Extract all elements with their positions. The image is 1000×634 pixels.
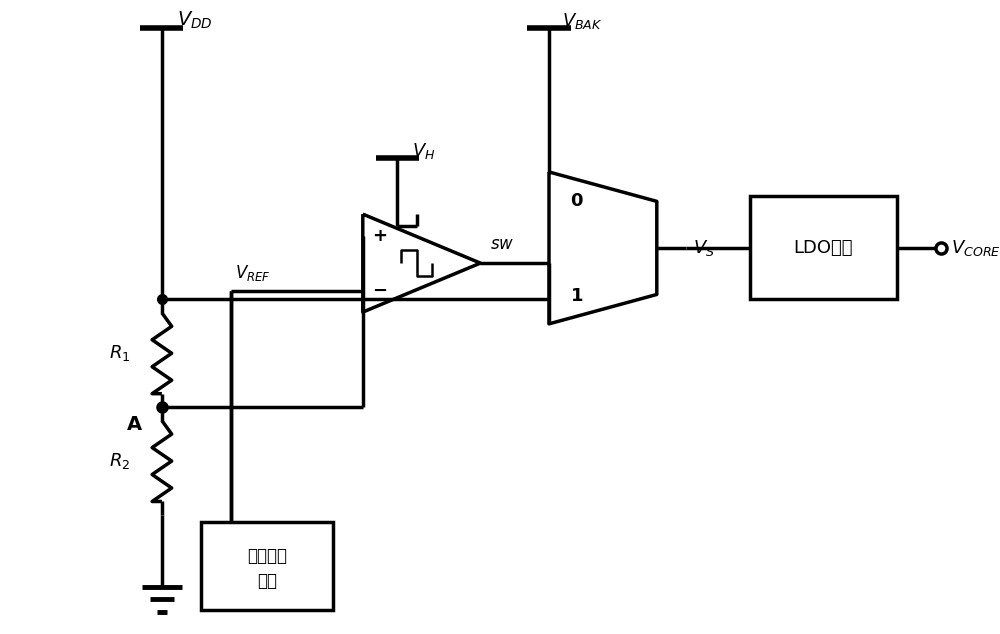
Text: LDO电路: LDO电路 (794, 239, 853, 257)
Text: $V_H$: $V_H$ (412, 141, 435, 161)
FancyBboxPatch shape (750, 197, 897, 299)
Text: $V_{CORE}$: $V_{CORE}$ (951, 238, 1000, 258)
Text: $V_S$: $V_S$ (693, 238, 715, 258)
Text: +: + (373, 227, 388, 245)
Text: 带隙基准: 带隙基准 (247, 547, 287, 565)
Text: A: A (127, 415, 142, 434)
Text: 1: 1 (571, 287, 583, 306)
Text: $R_2$: $R_2$ (109, 451, 131, 471)
Text: −: − (373, 281, 388, 299)
FancyBboxPatch shape (201, 522, 333, 610)
Text: 0: 0 (571, 192, 583, 210)
Text: 电路: 电路 (257, 572, 277, 590)
Text: $V_{BAK}$: $V_{BAK}$ (562, 11, 602, 31)
Text: $sw$: $sw$ (490, 235, 514, 254)
Text: $V_{REF}$: $V_{REF}$ (235, 262, 271, 283)
Text: $R_1$: $R_1$ (109, 343, 131, 363)
Text: $V_{DD}$: $V_{DD}$ (177, 10, 212, 31)
